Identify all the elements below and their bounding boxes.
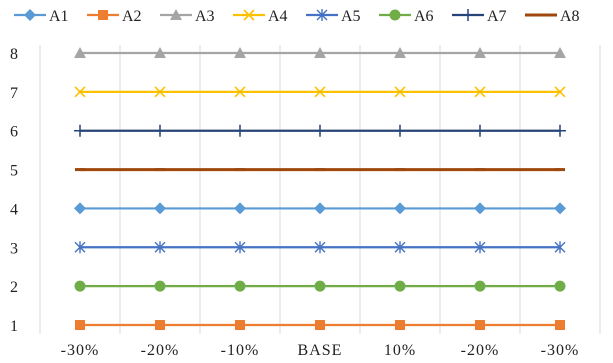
y-tick-label: 6 [10,124,18,141]
legend: A1 A2 A3 A4 A5 A6 A7 A8 [14,8,580,25]
data-point-marker [243,9,255,21]
data-point-marker [462,9,474,21]
data-point-marker [474,47,486,58]
legend-item: A1 [14,8,69,25]
data-point-marker [474,202,486,215]
data-point-marker [234,124,246,137]
data-point-marker [98,10,108,20]
y-tick-label: 2 [10,279,18,296]
data-point-marker [314,124,326,137]
data-point-marker [170,9,182,20]
x-tick-label: -20% [461,342,500,359]
data-point-marker [394,280,406,292]
data-point-marker [314,280,326,292]
y-tick-label: 3 [10,240,18,257]
legend-item: A2 [87,8,142,25]
y-tick-label: 5 [10,163,18,180]
data-point-marker [155,320,165,330]
data-point-marker [314,241,326,254]
series-a1 [74,202,566,215]
series-a5 [74,241,566,254]
data-point-marker [234,47,246,58]
y-tick-label: 4 [10,201,18,218]
legend-item: A6 [379,8,434,25]
legend-label: A6 [414,8,434,25]
data-point-marker [234,280,246,292]
series-group [74,47,566,330]
series-a3 [74,47,566,58]
data-point-marker [154,241,166,254]
data-point-marker [554,241,566,254]
data-point-marker [555,320,565,330]
data-point-marker [154,47,166,58]
legend-label: A5 [341,8,361,25]
data-point-marker [74,202,86,215]
x-tick-label: -30% [541,342,580,359]
data-point-marker [554,280,566,292]
legend-label: A8 [560,8,580,25]
data-point-marker [554,202,566,215]
data-point-marker [474,86,486,98]
legend-label: A1 [49,8,69,25]
data-point-marker [234,86,246,98]
data-point-marker [394,47,406,58]
x-tick-label: BASE [298,342,343,359]
data-point-marker [314,202,326,215]
data-point-marker [475,320,485,330]
data-point-marker [74,86,86,98]
data-point-marker [474,280,486,292]
data-point-marker [314,47,326,58]
legend-item: A8 [525,8,580,25]
legend-item: A4 [233,8,288,25]
legend-item: A3 [160,8,215,25]
data-point-marker [554,124,566,137]
x-tick-label: 10% [384,342,416,359]
series-a4 [74,86,566,98]
x-tick-label: -20% [141,342,180,359]
data-point-marker [154,202,166,215]
x-tick-label: -10% [221,342,260,359]
data-point-marker [554,47,566,58]
data-point-marker [235,320,245,330]
data-point-marker [394,86,406,98]
data-point-marker [234,241,246,254]
data-point-marker [315,320,325,330]
data-point-marker [154,86,166,98]
data-point-marker [75,320,85,330]
data-point-marker [554,86,566,98]
legend-label: A3 [195,8,215,25]
data-point-marker [74,47,86,58]
data-point-marker [395,320,405,330]
y-tick-label: 8 [10,46,18,63]
data-point-marker [234,202,246,215]
legend-item: A5 [306,8,361,25]
data-point-marker [394,202,406,215]
legend-label: A7 [487,8,507,25]
data-point-marker [394,241,406,254]
data-point-marker [394,124,406,137]
y-tick-label: 7 [10,85,18,102]
legend-label: A2 [122,8,142,25]
legend-label: A4 [268,8,288,25]
series-a6 [74,280,566,292]
series-a7 [74,124,566,137]
series-a2 [75,320,565,330]
data-point-marker [474,124,486,137]
data-point-marker [474,241,486,254]
data-point-marker [154,124,166,137]
legend-item: A7 [452,8,507,25]
y-tick-label: 1 [10,318,18,335]
data-point-marker [74,241,86,254]
data-point-marker [24,9,36,21]
data-point-marker [74,124,86,137]
axes: 1 2 3 4 5 6 7 8 -30% -20% -10% BASE 10% -20% -30% [10,46,580,359]
data-point-marker [389,9,401,21]
data-point-marker [154,280,166,292]
data-point-marker [316,9,328,21]
data-point-marker [74,280,86,292]
data-point-marker [314,86,326,98]
x-tick-label: -30% [61,342,100,359]
